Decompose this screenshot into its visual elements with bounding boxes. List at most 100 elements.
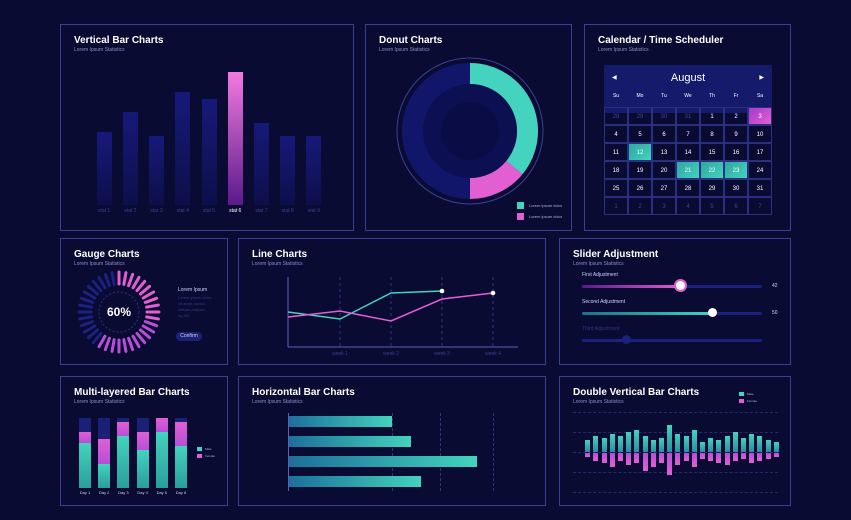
calendar-day[interactable]: 3 — [652, 197, 676, 215]
donut-chart — [396, 57, 544, 205]
double-bar-down — [740, 453, 746, 459]
calendar-day[interactable]: 22 — [700, 161, 724, 179]
donut-segment — [402, 63, 470, 199]
double-bar-up — [732, 432, 738, 452]
calendar-day[interactable]: 9 — [724, 125, 748, 143]
calendar-day[interactable]: 24 — [748, 161, 772, 179]
horizontal-bar — [289, 476, 421, 487]
donut-outer-ring — [396, 57, 544, 205]
double-bar-up — [716, 440, 722, 452]
panel-title: Donut Charts — [379, 35, 443, 46]
calendar-day[interactable]: 13 — [652, 143, 676, 161]
calendar-day[interactable]: 12 — [628, 143, 652, 161]
double-bar-down — [708, 453, 714, 461]
double-bar-up — [609, 434, 615, 452]
calendar-day[interactable]: 30 — [724, 179, 748, 197]
y-axis — [288, 413, 289, 491]
calendar-day[interactable]: 27 — [652, 179, 676, 197]
stacked-bar-pink — [98, 439, 111, 464]
calendar-day[interactable]: 28 — [604, 107, 628, 125]
calendar-day[interactable]: 21 — [676, 161, 700, 179]
double-bar-down — [609, 453, 615, 467]
calendar-day[interactable]: 6 — [652, 125, 676, 143]
double-bar-down — [617, 453, 623, 461]
double-bar-up — [667, 424, 673, 452]
calendar-day[interactable]: 4 — [676, 197, 700, 215]
legend-swatch-teal — [739, 392, 744, 396]
vertical-bar — [149, 136, 165, 205]
gauge-tick — [91, 279, 103, 293]
calendar-day[interactable]: 25 — [604, 179, 628, 197]
calendar-day[interactable]: 1 — [604, 197, 628, 215]
calendar-day[interactable]: 31 — [748, 179, 772, 197]
calendar-day[interactable]: 26 — [628, 179, 652, 197]
panel-subtitle: Lorem Ipsum Statistics — [598, 47, 649, 53]
calendar-day[interactable]: 2 — [628, 197, 652, 215]
calendar-day[interactable]: 5 — [700, 197, 724, 215]
horizontal-bar — [289, 456, 477, 467]
calendar-day[interactable]: 3 — [748, 107, 772, 125]
stacked-bar-teal — [155, 432, 168, 488]
multi-layered-bar-label: Day 6 — [175, 490, 187, 495]
calendar-day[interactable]: 10 — [748, 125, 772, 143]
slider-list: First Adjustment 42 Second Adjustment 50 Thi… — [582, 269, 787, 359]
calendar-day[interactable]: 2 — [724, 107, 748, 125]
calendar-day[interactable]: 5 — [628, 125, 652, 143]
prev-month-button[interactable]: ◀ — [612, 75, 617, 81]
calendar-day[interactable]: 20 — [652, 161, 676, 179]
calendar-day[interactable]: 16 — [724, 143, 748, 161]
calendar-day[interactable]: 30 — [652, 107, 676, 125]
calendar-day[interactable]: 19 — [628, 161, 652, 179]
calendar-day[interactable]: 6 — [724, 197, 748, 215]
next-month-button[interactable]: ▶ — [759, 75, 764, 81]
stacked-bar-pink — [155, 418, 168, 432]
vertical-bar-label: stat 2 — [124, 208, 137, 214]
weekday-label: Th — [709, 93, 715, 99]
gauge-side-text-line: ng elit. — [178, 313, 190, 318]
calendar-day[interactable]: 4 — [604, 125, 628, 143]
calendar-day[interactable]: 1 — [700, 107, 724, 125]
stacked-bar-pink — [175, 421, 187, 446]
confirm-button[interactable]: Confirm — [176, 332, 202, 341]
gauge-tick — [86, 284, 100, 296]
calendar-day[interactable]: 7 — [748, 197, 772, 215]
legend-swatch-teal — [517, 202, 524, 209]
panel-subtitle: Lorem Ipsum Statistics — [74, 261, 125, 267]
slider-label: First Adjustment — [582, 272, 618, 278]
multi-layered-bar-label: Day 1 — [79, 490, 91, 495]
multi-layered-bar-panel: Multi-layered Bar Charts Lorem Ipsum Sta… — [60, 376, 228, 506]
gauge-tick — [127, 336, 135, 352]
vertical-bar-label: stat 1 — [97, 208, 111, 214]
calendar-day[interactable]: 23 — [724, 161, 748, 179]
calendar-day[interactable]: 28 — [676, 179, 700, 197]
double-bar-up — [634, 430, 640, 452]
calendar-panel: Calendar / Time Scheduler Lorem Ipsum St… — [584, 24, 791, 231]
horizontal-bar-plot — [288, 413, 498, 491]
slider-handle[interactable] — [708, 308, 718, 317]
stacked-bar-teal — [98, 463, 111, 488]
calendar-day[interactable]: 14 — [676, 143, 700, 161]
gauge-tick — [131, 334, 141, 349]
calendar-day[interactable]: 15 — [700, 143, 724, 161]
slider-track[interactable] — [582, 339, 762, 342]
gauge-value: 60% — [106, 305, 132, 319]
vertical-bar-label: stat 3 — [150, 208, 163, 214]
calendar-day[interactable]: 29 — [700, 179, 724, 197]
double-bar-down — [634, 453, 640, 463]
donut-center — [441, 102, 499, 160]
slider-handle[interactable] — [676, 281, 685, 290]
calendar-day[interactable]: 18 — [604, 161, 628, 179]
calendar-day[interactable]: 8 — [700, 125, 724, 143]
calendar-day[interactable]: 31 — [676, 107, 700, 125]
calendar-day[interactable]: 7 — [676, 125, 700, 143]
panel-subtitle: Lorem Ipsum Statistics — [573, 261, 624, 267]
legend-label: Male — [747, 392, 754, 396]
panel-subtitle: Lorem Ipsum Statistics — [379, 47, 430, 53]
gauge-tick — [103, 272, 111, 288]
double-bar-down — [683, 453, 689, 461]
calendar-day[interactable]: 29 — [628, 107, 652, 125]
slider-handle[interactable] — [622, 335, 631, 344]
calendar-day[interactable]: 17 — [748, 143, 772, 161]
calendar-day[interactable]: 11 — [604, 143, 628, 161]
double-bar-up — [675, 434, 681, 452]
